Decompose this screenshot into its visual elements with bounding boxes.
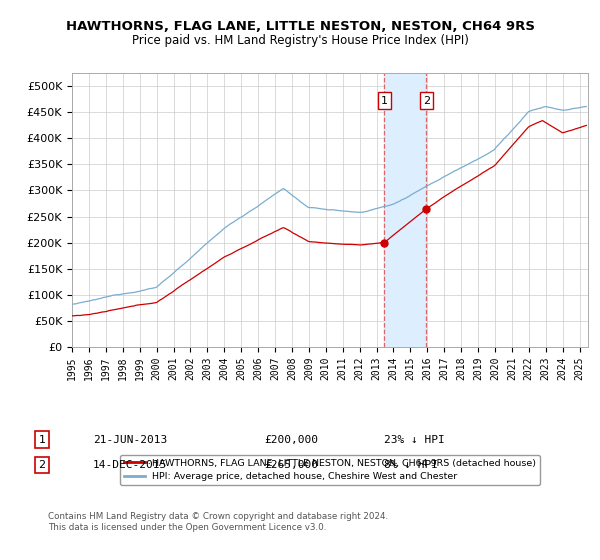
Text: Price paid vs. HM Land Registry's House Price Index (HPI): Price paid vs. HM Land Registry's House … [131, 34, 469, 46]
Text: 23% ↓ HPI: 23% ↓ HPI [384, 435, 445, 445]
Text: 21-JUN-2013: 21-JUN-2013 [93, 435, 167, 445]
Text: HAWTHORNS, FLAG LANE, LITTLE NESTON, NESTON, CH64 9RS: HAWTHORNS, FLAG LANE, LITTLE NESTON, NES… [65, 20, 535, 32]
Text: 14-DEC-2015: 14-DEC-2015 [93, 460, 167, 470]
Text: 2: 2 [38, 460, 46, 470]
Text: £200,000: £200,000 [264, 435, 318, 445]
Text: £265,000: £265,000 [264, 460, 318, 470]
Text: 2: 2 [423, 96, 430, 105]
Legend: HAWTHORNS, FLAG LANE, LITTLE NESTON, NESTON, CH64 9RS (detached house), HPI: Ave: HAWTHORNS, FLAG LANE, LITTLE NESTON, NES… [120, 455, 540, 485]
Text: 1: 1 [381, 96, 388, 105]
Text: 8% ↓ HPI: 8% ↓ HPI [384, 460, 438, 470]
Bar [385, 73, 427, 347]
Text: Contains HM Land Registry data © Crown copyright and database right 2024.
This d: Contains HM Land Registry data © Crown c… [48, 512, 388, 532]
Text: 1: 1 [38, 435, 46, 445]
